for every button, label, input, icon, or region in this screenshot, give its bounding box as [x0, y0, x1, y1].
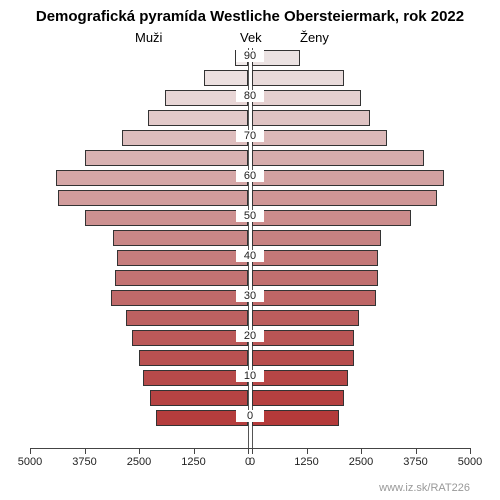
age-label: 10 — [236, 370, 264, 382]
bar-female — [252, 70, 344, 86]
bar-female — [252, 230, 381, 246]
age-label: 30 — [236, 290, 264, 302]
pyramid-row: 70 — [30, 128, 470, 148]
age-label: 20 — [236, 330, 264, 342]
pyramid-row — [30, 148, 470, 168]
pyramid-row: 10 — [30, 368, 470, 388]
bar-male — [143, 370, 248, 386]
pyramid-row — [30, 228, 470, 248]
pyramid-row: 60 — [30, 168, 470, 188]
x-tick-label: 0 — [249, 456, 255, 468]
pyramid-row — [30, 348, 470, 368]
pyramid-row — [30, 268, 470, 288]
label-male: Muži — [135, 30, 162, 45]
bar-female — [252, 90, 361, 106]
pyramid-row: 80 — [30, 88, 470, 108]
pyramid-row: 50 — [30, 208, 470, 228]
bar-male — [85, 210, 249, 226]
age-label: 70 — [236, 130, 264, 142]
bar-female — [252, 350, 354, 366]
pyramid-row — [30, 308, 470, 328]
bar-female — [252, 110, 370, 126]
x-tick-label: 3750 — [403, 456, 427, 468]
x-tick-label: 3750 — [72, 456, 96, 468]
bar-male — [113, 230, 248, 246]
bar-female — [252, 310, 359, 326]
bar-male — [156, 410, 248, 426]
bar-male — [139, 350, 248, 366]
pyramid-row: 20 — [30, 328, 470, 348]
x-tick-label: 2500 — [127, 456, 151, 468]
x-tick-label: 1250 — [181, 456, 205, 468]
x-tick-label: 5000 — [458, 456, 482, 468]
bar-male — [56, 170, 248, 186]
bar-female — [252, 250, 378, 266]
pyramid-chart: 9080706050403020100500037502500125000125… — [30, 48, 470, 448]
age-label: 90 — [236, 50, 264, 62]
pyramid-row: 90 — [30, 48, 470, 68]
bar-male — [204, 70, 248, 86]
pyramid-row — [30, 188, 470, 208]
bar-male — [85, 150, 249, 166]
x-tick-label: 5000 — [18, 456, 42, 468]
bar-male — [111, 290, 248, 306]
bar-male — [148, 110, 248, 126]
pyramid-row — [30, 68, 470, 88]
bar-female — [252, 410, 339, 426]
x-tick-label: 1250 — [294, 456, 318, 468]
bar-female — [252, 190, 437, 206]
bar-female — [252, 170, 444, 186]
bar-male — [122, 130, 248, 146]
bar-male — [150, 390, 248, 406]
bar-female — [252, 330, 354, 346]
age-label: 80 — [236, 90, 264, 102]
bar-male — [126, 310, 248, 326]
age-label: 50 — [236, 210, 264, 222]
watermark: www.iz.sk/RAT226 — [379, 482, 470, 494]
pyramid-row: 40 — [30, 248, 470, 268]
pyramid-row — [30, 108, 470, 128]
bar-female — [252, 130, 387, 146]
bar-female — [252, 270, 378, 286]
pyramid-row — [30, 388, 470, 408]
bar-female — [252, 290, 376, 306]
bar-female — [252, 150, 424, 166]
label-female: Ženy — [300, 30, 329, 45]
pyramid-row: 0 — [30, 408, 470, 428]
bar-male — [117, 250, 248, 266]
bar-male — [115, 270, 248, 286]
age-label: 0 — [236, 410, 264, 422]
x-tick-label: 2500 — [349, 456, 373, 468]
bar-male — [58, 190, 248, 206]
bar-female — [252, 390, 344, 406]
bar-female — [252, 210, 411, 226]
label-age: Vek — [240, 30, 262, 45]
bar-male — [132, 330, 248, 346]
pyramid-row: 30 — [30, 288, 470, 308]
age-label: 40 — [236, 250, 264, 262]
chart-title: Demografická pyramída Westliche Oberstei… — [0, 8, 500, 25]
bar-female — [252, 370, 348, 386]
age-label: 60 — [236, 170, 264, 182]
